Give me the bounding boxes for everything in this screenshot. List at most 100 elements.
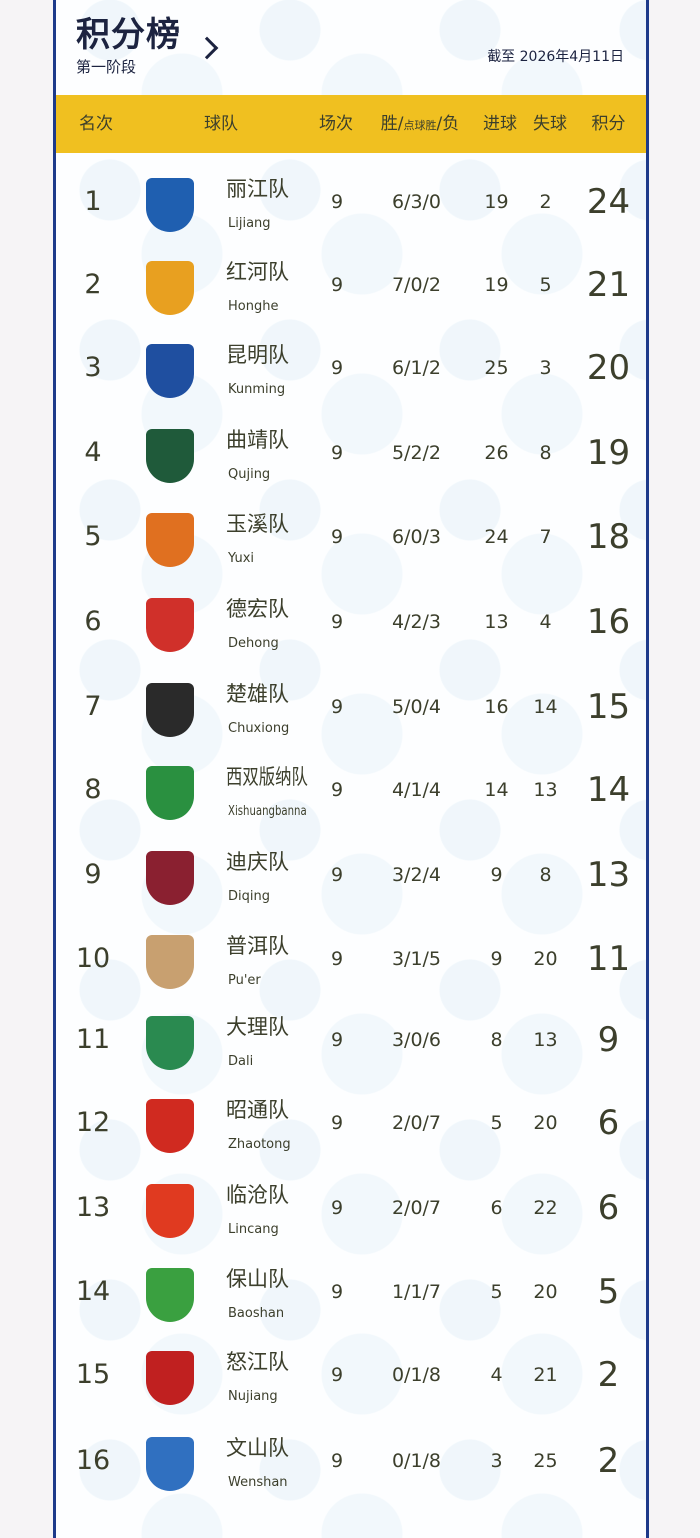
team-name-en: Nujiang: [228, 1389, 278, 1404]
record: 3/1/5: [391, 948, 442, 970]
played: 9: [330, 1281, 344, 1303]
table-row[interactable]: 5 玉溪队 Yuxi 9 6/0/3 24 7 18: [56, 495, 646, 579]
played: 9: [330, 1364, 344, 1386]
goals-against: 13: [533, 1029, 558, 1051]
table-row[interactable]: 8 西双版纳队 Xishuangbanna 9 4/1/4 14 13 14: [56, 748, 646, 832]
team-logo-icon: [146, 429, 194, 483]
standings-card: 积分榜 第一阶段 截至 2026年4月11日 名次 球队 场次 胜/点球胜/负 …: [53, 0, 649, 1538]
table-row[interactable]: 13 临沧队 Lincang 9 2/0/7 6 22 6: [56, 1166, 646, 1250]
goals-for: 3: [490, 1450, 503, 1472]
table-row[interactable]: 4 曲靖队 Qujing 9 5/2/2 26 8 19: [56, 411, 646, 495]
table-row[interactable]: 1 丽江队 Lijiang 9 6/3/0 19 2 24: [56, 160, 646, 244]
goals-against: 14: [533, 696, 558, 718]
goals-against: 22: [533, 1197, 558, 1219]
table-row[interactable]: 7 楚雄队 Chuxiong 9 5/0/4 16 14 15: [56, 665, 646, 749]
points: 21: [586, 265, 631, 305]
played: 9: [330, 1197, 344, 1219]
table-row[interactable]: 10 普洱队 Pu'er 9 3/1/5 9 20 11: [56, 917, 646, 1001]
played: 9: [330, 274, 344, 296]
record: 2/0/7: [391, 1112, 442, 1134]
record: 5/0/4: [391, 696, 442, 718]
record: 2/0/7: [391, 1197, 442, 1219]
table-row[interactable]: 15 怒江队 Nujiang 9 0/1/8 4 21 2: [56, 1333, 646, 1417]
table-row[interactable]: 14 保山队 Baoshan 9 1/1/7 5 20 5: [56, 1250, 646, 1334]
stage-label: 第一阶段: [76, 58, 137, 76]
goals-for: 25: [484, 357, 509, 379]
played: 9: [330, 696, 344, 718]
team-name-en: Wenshan: [228, 1475, 288, 1490]
record: 0/1/8: [391, 1364, 442, 1386]
table-row[interactable]: 6 德宏队 Dehong 9 4/2/3 13 4 16: [56, 580, 646, 664]
played: 9: [330, 191, 344, 213]
goals-for: 19: [484, 191, 509, 213]
team-name-en: Diqing: [228, 889, 270, 904]
played: 9: [330, 1029, 344, 1051]
rank: 2: [84, 269, 102, 300]
team-name-en: Lijiang: [228, 216, 271, 231]
team-name-en: Yuxi: [228, 551, 254, 566]
rank: 6: [84, 606, 102, 637]
points: 20: [586, 348, 631, 388]
goals-against: 25: [533, 1450, 558, 1472]
team-name: 大理队: [226, 1015, 289, 1039]
team-logo-icon: [146, 1099, 194, 1153]
points: 2: [597, 1355, 620, 1395]
team-logo-icon: [146, 344, 194, 398]
goals-for: 8: [490, 1029, 503, 1051]
played: 9: [330, 526, 344, 548]
table-row[interactable]: 3 昆明队 Kunming 9 6/1/2 25 3 20: [56, 326, 646, 410]
goals-for: 9: [490, 948, 503, 970]
record: 0/1/8: [391, 1450, 442, 1472]
team-logo-icon: [146, 1016, 194, 1070]
points: 6: [597, 1103, 620, 1143]
rank: 3: [84, 352, 102, 383]
goals-for: 16: [484, 696, 509, 718]
rank: 12: [75, 1107, 111, 1138]
team-name: 红河队: [226, 260, 289, 284]
points: 15: [586, 687, 631, 727]
points: 14: [586, 770, 631, 810]
record: 3/2/4: [391, 864, 442, 886]
team-logo-icon: [146, 683, 194, 737]
goals-for: 9: [490, 864, 503, 886]
team-name-en: Dali: [228, 1054, 254, 1069]
table-row[interactable]: 2 红河队 Honghe 9 7/0/2 19 5 21: [56, 243, 646, 327]
goals-for: 5: [490, 1112, 503, 1134]
table-row[interactable]: 11 大理队 Dali 9 3/0/6 8 13 9: [56, 998, 646, 1082]
played: 9: [330, 611, 344, 633]
team-name: 迪庆队: [226, 850, 289, 874]
col-played: 场次: [319, 114, 353, 134]
goals-against: 8: [539, 864, 552, 886]
col-record-win: 胜/: [380, 114, 404, 134]
points: 11: [586, 939, 631, 979]
record: 3/0/6: [391, 1029, 442, 1051]
team-name: 西双版纳队: [226, 765, 308, 789]
points: 24: [586, 182, 631, 222]
points: 9: [597, 1020, 620, 1060]
goals-for: 19: [484, 274, 509, 296]
goals-against: 4: [539, 611, 552, 633]
table-row[interactable]: 12 昭通队 Zhaotong 9 2/0/7 5 20 6: [56, 1081, 646, 1165]
team-name: 临沧队: [226, 1183, 289, 1207]
record: 6/3/0: [391, 191, 442, 213]
team-name-en: Xishuangbanna: [228, 804, 307, 819]
chevron-right-icon[interactable]: [195, 36, 219, 60]
col-gf: 进球: [483, 114, 517, 134]
table-row[interactable]: 9 迪庆队 Diqing 9 3/2/4 9 8 13: [56, 833, 646, 917]
date-label: 截至 2026年4月11日: [487, 49, 624, 65]
points: 2: [597, 1441, 620, 1481]
points: 16: [586, 602, 631, 642]
goals-against: 20: [533, 1112, 558, 1134]
col-record-pen: 点球胜: [403, 119, 437, 132]
col-pts: 积分: [591, 114, 626, 134]
team-logo-icon: [146, 935, 194, 989]
team-name-en: Lincang: [228, 1222, 279, 1237]
team-name-en: Qujing: [228, 467, 271, 482]
played: 9: [330, 864, 344, 886]
record: 6/0/3: [391, 526, 442, 548]
points: 13: [586, 855, 631, 895]
points: 5: [597, 1272, 620, 1312]
table-row[interactable]: 16 文山队 Wenshan 9 0/1/8 3 25 2: [56, 1419, 646, 1503]
team-name-en: Kunming: [228, 382, 286, 397]
goals-against: 7: [539, 526, 552, 548]
